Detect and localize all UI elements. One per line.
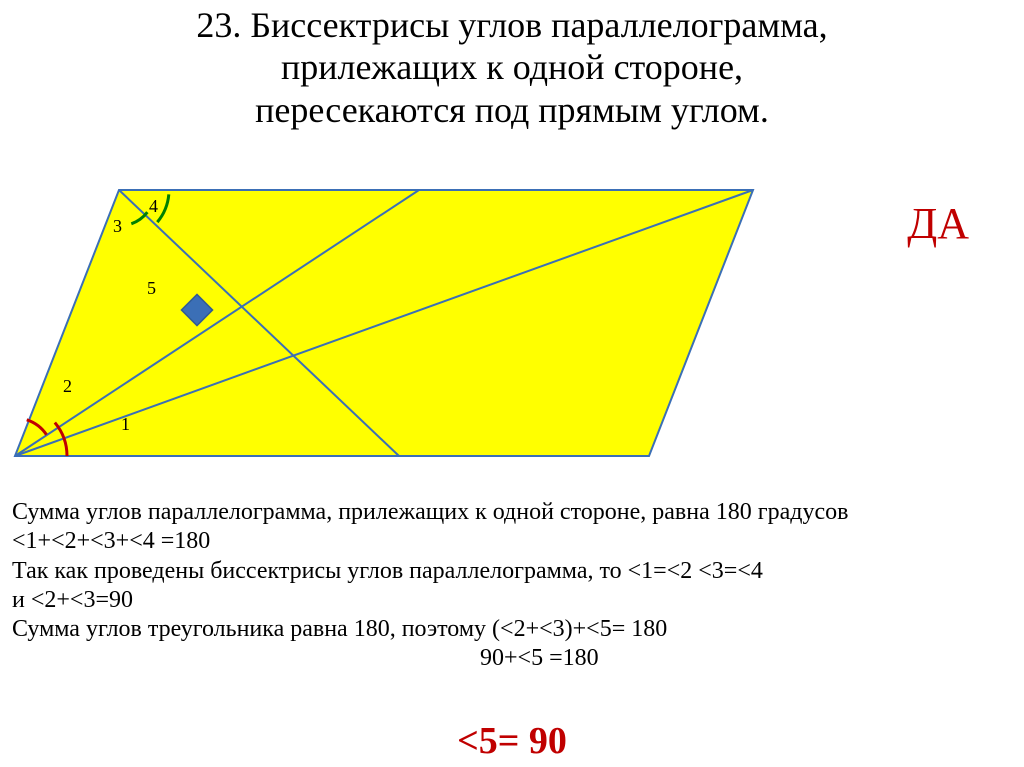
result: <5= 90: [0, 719, 1024, 763]
proof-line: 90+<5 =180: [12, 644, 1012, 673]
proof-line: <1+<2+<3+<4 =180: [12, 527, 1012, 556]
diagram-svg: 4 3 5 2 1: [5, 178, 765, 468]
svg-text:1: 1: [121, 414, 130, 434]
proof-line: Сумма углов параллелограмма, прилежащих …: [12, 498, 1012, 527]
svg-text:4: 4: [149, 196, 158, 216]
proof-line: Сумма углов треугольника равна 180, поэт…: [12, 615, 1012, 644]
svg-text:2: 2: [63, 376, 72, 396]
svg-text:5: 5: [147, 278, 156, 298]
answer-yes: ДА: [907, 198, 969, 249]
svg-text:3: 3: [113, 216, 122, 236]
proof-text: Сумма углов параллелограмма, прилежащих …: [12, 498, 1012, 674]
proof-line: Так как проведены биссектрисы углов пара…: [12, 557, 1012, 586]
slide-title: 23. Биссектрисы углов параллелограмма, п…: [0, 4, 1024, 131]
proof-line: и <2+<3=90: [12, 586, 1012, 615]
diagram: 4 3 5 2 1: [5, 178, 765, 468]
